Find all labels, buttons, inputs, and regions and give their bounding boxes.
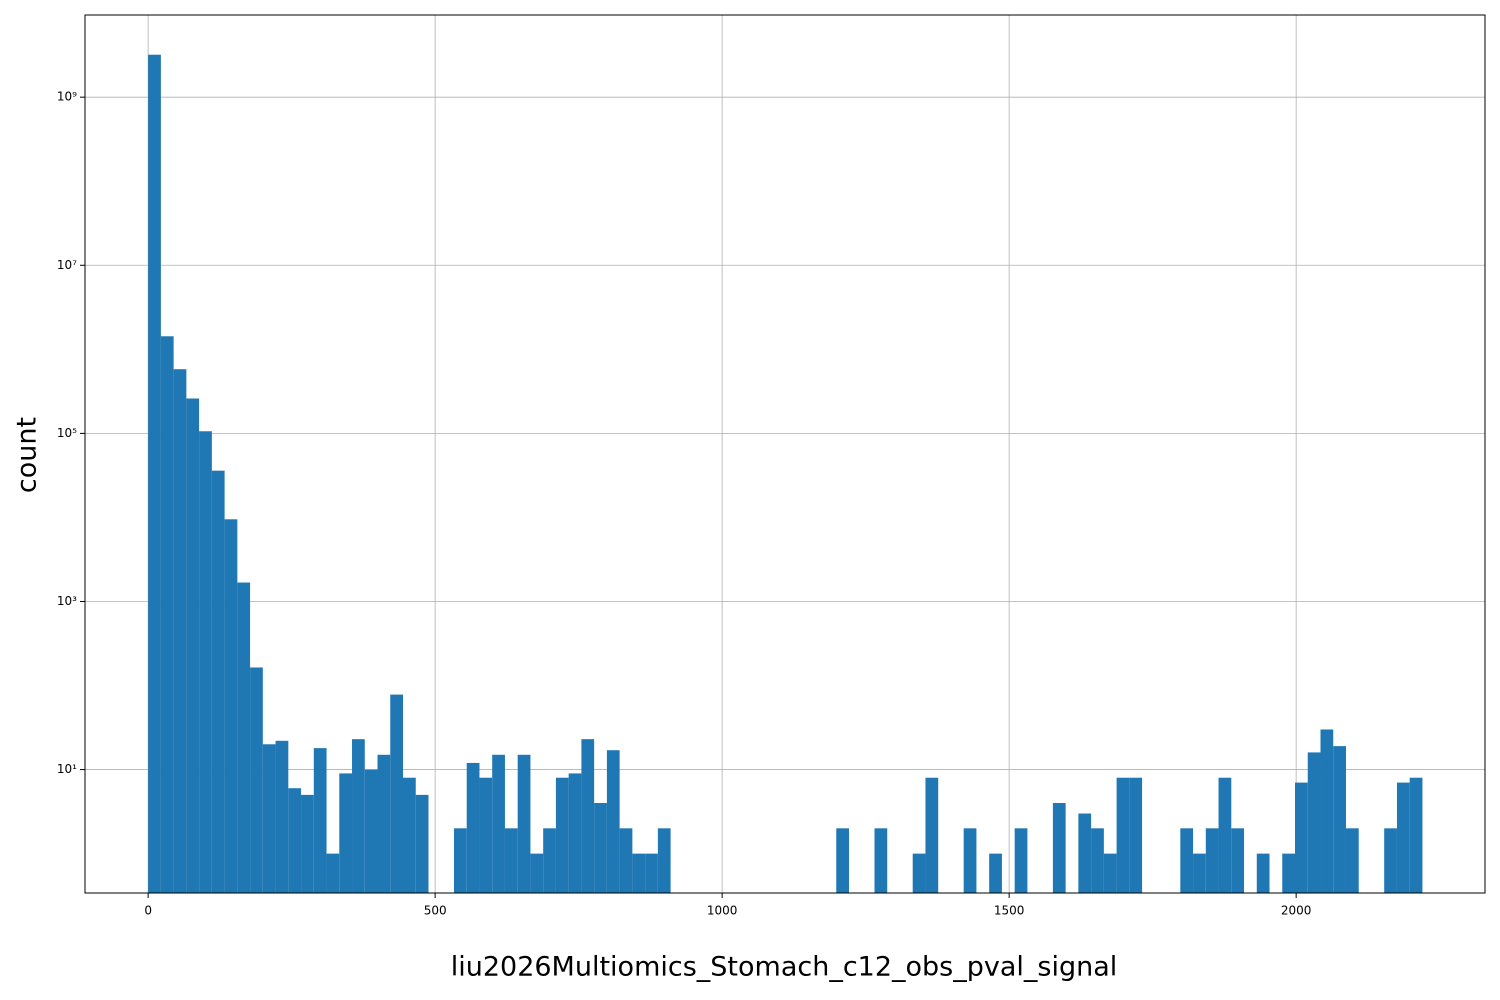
bar bbox=[352, 739, 365, 893]
bar bbox=[250, 667, 263, 893]
bar bbox=[530, 853, 544, 893]
bar bbox=[1307, 752, 1321, 893]
bar bbox=[402, 777, 416, 893]
bar bbox=[173, 369, 187, 894]
bar bbox=[301, 794, 314, 893]
plot-frame bbox=[84, 14, 1486, 894]
bar bbox=[377, 754, 391, 893]
bar bbox=[657, 828, 671, 893]
y-tick-label: 10³ bbox=[57, 594, 77, 608]
bar bbox=[364, 769, 378, 893]
bar bbox=[1384, 828, 1397, 893]
y-tick-label: 10⁹ bbox=[57, 90, 77, 104]
bar bbox=[645, 853, 658, 893]
bar bbox=[989, 853, 1002, 893]
x-tick-label: 500 bbox=[424, 904, 447, 918]
bar bbox=[1014, 828, 1028, 893]
bar bbox=[492, 754, 505, 893]
bar bbox=[199, 431, 212, 893]
bar bbox=[543, 828, 556, 893]
y-tick-label: 10⁵ bbox=[57, 426, 77, 440]
y-tick-label: 10⁷ bbox=[57, 258, 77, 272]
bar bbox=[326, 853, 340, 893]
bar bbox=[963, 828, 977, 893]
bar bbox=[836, 828, 850, 893]
bar bbox=[606, 750, 620, 893]
bar bbox=[1103, 853, 1117, 893]
bar bbox=[912, 853, 926, 893]
bar bbox=[313, 748, 327, 893]
x-tick-label: 2000 bbox=[1281, 904, 1312, 918]
bar bbox=[1282, 853, 1296, 893]
bar bbox=[568, 773, 582, 893]
bar bbox=[224, 519, 238, 893]
bar bbox=[160, 336, 174, 893]
x-tick-label: 0 bbox=[144, 904, 152, 918]
x-tick-label: 1500 bbox=[994, 904, 1025, 918]
bar bbox=[1256, 853, 1270, 893]
bar bbox=[1116, 777, 1130, 893]
x-tick-label: 1000 bbox=[707, 904, 738, 918]
x-axis-label: liu2026Multiomics_Stomach_c12_obs_pval_s… bbox=[451, 952, 1118, 983]
bar bbox=[466, 762, 480, 893]
bar bbox=[874, 828, 888, 893]
bar bbox=[1295, 782, 1308, 893]
bar bbox=[925, 777, 939, 893]
bar bbox=[186, 398, 200, 893]
bar bbox=[594, 803, 607, 893]
bar bbox=[1320, 729, 1334, 893]
bar bbox=[415, 794, 429, 893]
bar bbox=[1218, 777, 1232, 893]
y-axis-label: count bbox=[12, 417, 43, 493]
bar bbox=[581, 739, 595, 893]
bar bbox=[1129, 777, 1143, 893]
bar bbox=[1396, 782, 1410, 893]
bar bbox=[1180, 828, 1194, 893]
bar bbox=[1409, 777, 1423, 893]
bar bbox=[1231, 828, 1245, 893]
bar bbox=[262, 744, 276, 893]
bar bbox=[148, 54, 161, 894]
bar bbox=[555, 777, 569, 893]
bar bbox=[288, 788, 302, 893]
bar bbox=[1078, 813, 1092, 893]
bar bbox=[619, 828, 633, 893]
bar bbox=[211, 470, 225, 893]
bar bbox=[632, 853, 646, 893]
bar bbox=[504, 828, 518, 893]
bar bbox=[1205, 828, 1219, 893]
bar bbox=[1345, 828, 1359, 893]
bar bbox=[453, 828, 467, 893]
bar bbox=[517, 754, 531, 893]
bar bbox=[1193, 853, 1206, 893]
bar bbox=[1333, 746, 1346, 893]
bar bbox=[275, 740, 289, 893]
bar bbox=[1091, 828, 1104, 893]
bar bbox=[479, 777, 493, 893]
y-tick-label: 10¹ bbox=[57, 762, 77, 776]
bar bbox=[237, 582, 251, 893]
bar bbox=[1052, 803, 1066, 893]
bar bbox=[390, 694, 403, 893]
bar bbox=[339, 773, 353, 893]
